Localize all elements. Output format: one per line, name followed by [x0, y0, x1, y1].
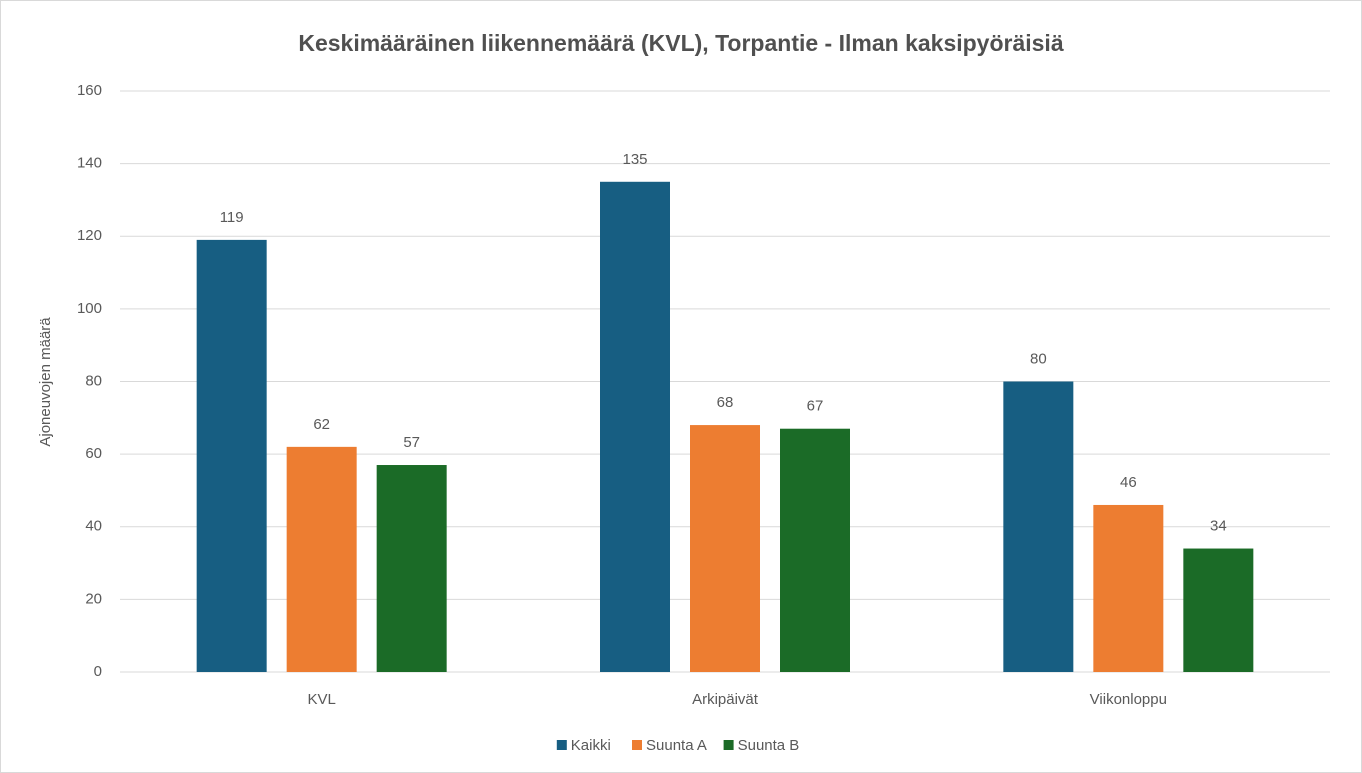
y-tick-label: 40 — [85, 518, 102, 535]
bar — [600, 181, 670, 672]
y-tick-label: 20 — [85, 590, 102, 607]
data-label: 119 — [220, 209, 244, 226]
y-tick-label: 100 — [77, 300, 102, 317]
x-tick-label: Arkipäivät — [692, 691, 759, 708]
bar — [690, 425, 760, 672]
legend-swatch — [556, 740, 567, 750]
data-label: 34 — [1210, 518, 1227, 535]
y-tick-label: 140 — [77, 155, 102, 172]
x-tick-label: KVL — [307, 691, 335, 708]
y-tick-label: 0 — [94, 663, 102, 680]
bar — [780, 428, 850, 672]
y-tick-label: 160 — [77, 82, 102, 99]
data-label: 46 — [1120, 474, 1137, 491]
data-label: 68 — [717, 394, 734, 411]
legend-label: Suunta B — [738, 737, 800, 754]
bar — [1183, 548, 1254, 672]
legend-swatch — [632, 740, 642, 750]
y-tick-label: 120 — [77, 227, 102, 244]
data-label: 57 — [403, 434, 420, 451]
bar — [196, 239, 267, 672]
legend-swatch — [723, 740, 734, 750]
y-axis-label: Ajoneuvojen määrä — [37, 317, 54, 447]
x-tick-label: Viikonloppu — [1090, 691, 1167, 708]
legend-label: Suunta A — [646, 737, 707, 754]
legend-label: Kaikki — [571, 737, 611, 754]
y-tick-label: 80 — [85, 372, 102, 389]
bar — [1093, 504, 1164, 672]
bar — [286, 446, 357, 672]
bar — [1003, 381, 1074, 672]
chart-title: Keskimääräinen liikennemäärä (KVL), Torp… — [298, 30, 1063, 56]
data-label: 135 — [622, 151, 647, 168]
y-tick-label: 60 — [85, 445, 102, 462]
data-label: 62 — [313, 416, 330, 433]
data-label: 67 — [807, 398, 824, 415]
data-label: 80 — [1030, 350, 1047, 367]
bar — [376, 465, 447, 672]
